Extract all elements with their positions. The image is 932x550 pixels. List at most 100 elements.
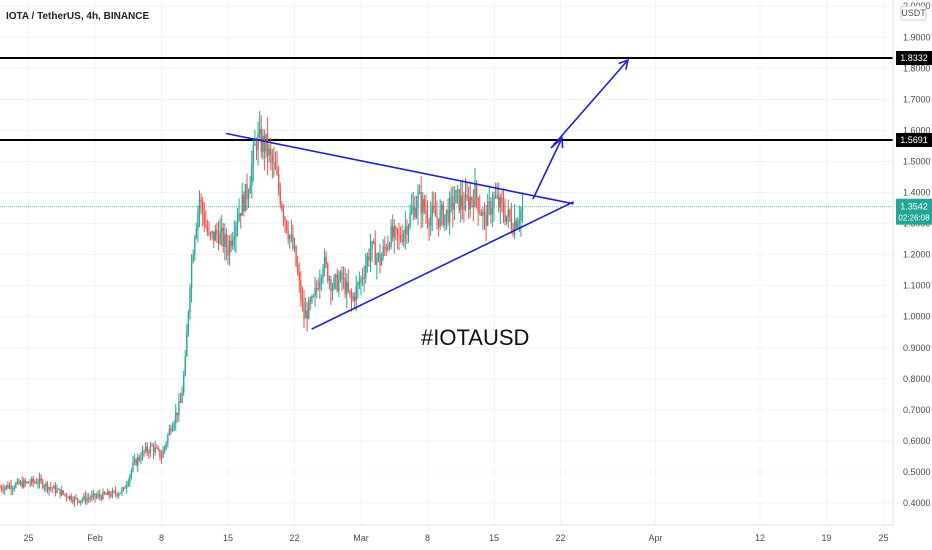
candle-body: [282, 208, 285, 218]
candle-body: [100, 496, 103, 500]
candle-body: [192, 255, 194, 263]
candle-body: [197, 211, 199, 229]
candle-body: [34, 482, 36, 484]
candle-body: [118, 494, 120, 496]
candle-body: [472, 199, 475, 207]
candle-body: [23, 480, 25, 488]
candle-body: [368, 256, 370, 261]
candle-body: [369, 249, 372, 261]
price-tick-label: 0.8000: [903, 374, 931, 384]
candle-body: [323, 256, 326, 269]
candle-body: [406, 226, 408, 235]
candle-body: [108, 491, 110, 496]
candle-body: [341, 272, 343, 280]
candle-body: [436, 216, 438, 219]
candle-body: [295, 246, 297, 266]
candle-body: [431, 205, 433, 216]
candle-body: [213, 231, 215, 241]
candle-body: [225, 234, 228, 248]
candle-body: [252, 145, 255, 165]
candle-body: [91, 495, 93, 499]
time-tick-label: 15: [489, 533, 499, 543]
candle-body: [488, 201, 490, 203]
candle-body: [194, 237, 196, 256]
candle-body: [138, 457, 141, 460]
candle-body: [48, 487, 50, 490]
candle-body: [219, 231, 221, 244]
candle-body: [151, 445, 153, 447]
candle-body: [51, 487, 53, 489]
candle-body: [322, 268, 324, 278]
candle-body: [493, 195, 495, 208]
candle-body: [510, 217, 513, 229]
candle-body: [422, 198, 424, 214]
candle-body: [137, 457, 139, 466]
candle-body: [121, 489, 123, 493]
candle-body: [106, 491, 109, 495]
candle-body: [154, 447, 156, 453]
candle-body: [184, 356, 186, 375]
breakout-arrow-2-head: [618, 58, 630, 70]
candle-body: [27, 481, 30, 484]
candle-body: [72, 500, 74, 502]
candle-body: [238, 213, 240, 221]
candle-body: [38, 478, 41, 484]
candle-body: [64, 493, 66, 495]
price-tick-label: 1.6000: [903, 125, 931, 135]
candle-body: [320, 277, 323, 282]
candle-body: [30, 478, 33, 484]
candle-body: [105, 493, 107, 495]
candle-body: [287, 230, 289, 239]
candle-body: [211, 231, 213, 234]
candle-body: [277, 173, 280, 190]
candle-body: [258, 129, 261, 134]
price-tick-label: 1.0000: [903, 312, 931, 322]
candle-body: [141, 450, 144, 459]
candle-body: [8, 485, 11, 489]
candle-body: [24, 480, 27, 483]
candle-body: [404, 226, 407, 234]
candle-body: [157, 448, 160, 450]
time-tick-label: 8: [425, 533, 430, 543]
candle-body: [187, 311, 190, 333]
candle-body: [263, 135, 266, 152]
price-axis-bg[interactable]: [893, 0, 932, 525]
candle-body: [103, 491, 106, 494]
level-price-label: 1.5691: [900, 135, 928, 145]
candle-body: [467, 197, 470, 210]
time-tick-label: 22: [555, 533, 565, 543]
candle-body: [255, 144, 258, 150]
candle-body: [361, 278, 364, 280]
candle-body: [284, 217, 286, 222]
candle-body: [398, 234, 400, 236]
candle-body: [113, 490, 115, 492]
candle-body: [334, 274, 337, 278]
candle-body: [227, 247, 229, 256]
countdown-timer: 02:26:08: [898, 214, 930, 223]
candle-body: [412, 206, 414, 210]
candle-body: [243, 194, 245, 212]
candle-body: [509, 209, 511, 218]
candle-body: [170, 428, 172, 432]
candle-body: [304, 310, 307, 319]
level-price-tag: [896, 132, 932, 147]
candle-body: [10, 485, 12, 490]
candle-body: [312, 295, 315, 297]
candle-body: [360, 278, 362, 283]
candle-body: [18, 480, 20, 484]
candle-body: [450, 196, 452, 198]
candle-body: [89, 498, 91, 500]
candle-body: [448, 197, 451, 223]
candle-body: [314, 288, 316, 296]
candle-body: [45, 483, 47, 487]
candle-body: [396, 228, 399, 235]
candle-body: [379, 253, 381, 266]
candle-body: [162, 450, 164, 458]
candle-body: [458, 189, 460, 211]
candle-body: [344, 277, 346, 295]
currency-badge[interactable]: [900, 5, 927, 21]
candle-body: [350, 292, 353, 300]
candle-body: [391, 226, 394, 238]
